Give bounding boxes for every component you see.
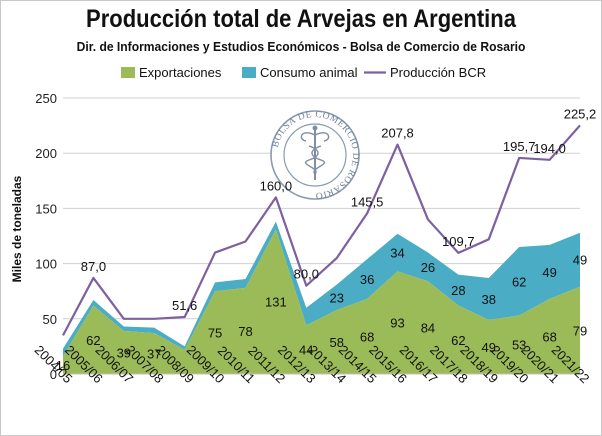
data-label-produccion-bcr: 109,7 [442, 234, 475, 249]
data-label-produccion-bcr: 51,6 [172, 298, 197, 313]
data-label-exportaciones: 62 [451, 333, 465, 348]
data-label-consumo-animal: 34 [390, 246, 404, 261]
plot-areas [63, 221, 580, 374]
data-label-consumo-animal: 49 [573, 253, 587, 268]
y-tick-label: 100 [35, 257, 57, 272]
legend-swatch [242, 67, 256, 78]
data-label-exportaciones: 58 [329, 335, 343, 350]
legend-item: Exportaciones [121, 65, 222, 80]
data-labels: 16 62 87,0 39 37 51,6 75 78 131 160,0 44 80,0 58 23 68… [56, 106, 597, 373]
chart-subtitle: Dir. de Informaciones y Estudios Económi… [76, 39, 526, 54]
y-tick-label: 150 [35, 201, 57, 216]
data-label-exportaciones: 44 [299, 343, 313, 358]
data-label-consumo-animal: 26 [421, 260, 435, 275]
data-label-exportaciones: 53 [512, 338, 526, 353]
data-label-consumo-animal: 36 [360, 272, 374, 287]
data-label-exportaciones: 16 [56, 358, 70, 373]
data-label-exportaciones: 39 [117, 345, 131, 360]
data-label-exportaciones: 37 [147, 347, 161, 362]
bolsa-de-comercio-seal: BOLSA DE COMERCIO DE ROSARIO [270, 110, 360, 200]
data-label-produccion-bcr: 145,5 [351, 194, 384, 209]
data-label-exportaciones: 78 [238, 324, 252, 339]
y-tick-label: 250 [35, 91, 57, 106]
data-label-produccion-bcr: 80,0 [294, 267, 319, 282]
y-tick-label: 200 [35, 146, 57, 161]
data-label-exportaciones: 49 [482, 340, 496, 355]
data-label-exportaciones: 131 [265, 295, 287, 310]
legend-label: Consumo animal [260, 65, 358, 80]
data-label-produccion-bcr: 195,7 [503, 139, 536, 154]
series-area-consumo-animal [63, 221, 580, 357]
data-label-exportaciones: 75 [208, 326, 222, 341]
data-label-produccion-bcr: 225,2 [564, 106, 597, 121]
chart-title: Producción total de Arvejas en Argentina [86, 5, 516, 33]
legend-item: Producción BCR [364, 65, 486, 80]
legend: Exportaciones Consumo animal Producción BC… [121, 65, 486, 80]
plot-lines [62, 124, 581, 336]
data-label-exportaciones: 84 [421, 321, 435, 336]
data-label-exportaciones: 93 [390, 316, 404, 331]
data-label-produccion-bcr: 207,8 [381, 126, 414, 141]
legend-label: Producción BCR [390, 65, 486, 80]
y-tick-label: 0 [50, 367, 57, 382]
series-area-exportaciones [63, 229, 580, 374]
data-label-consumo-animal: 49 [542, 265, 556, 280]
data-label-consumo-animal: 38 [482, 292, 496, 307]
data-label-produccion-bcr: 87,0 [81, 259, 106, 274]
data-label-consumo-animal: 23 [329, 290, 343, 305]
data-label-exportaciones: 79 [573, 323, 587, 338]
y-axis-ticks: 0 50 100 150 200 250 [35, 91, 57, 382]
data-label-exportaciones: 68 [542, 329, 556, 344]
y-tick-label: 50 [43, 312, 57, 327]
legend-label: Exportaciones [139, 65, 222, 80]
legend-swatch [121, 67, 135, 78]
data-label-exportaciones: 62 [86, 333, 100, 348]
data-label-produccion-bcr: 160,0 [260, 178, 293, 193]
data-label-exportaciones: 68 [360, 329, 374, 344]
data-label-produccion-bcr: 194,0 [533, 141, 566, 156]
legend-item: Consumo animal [242, 65, 358, 80]
series-line-produccion-bcr [62, 124, 581, 336]
data-label-consumo-animal: 62 [512, 274, 526, 289]
data-label-consumo-animal: 28 [451, 283, 465, 298]
y-axis-label: Miles de toneladas [10, 175, 24, 282]
